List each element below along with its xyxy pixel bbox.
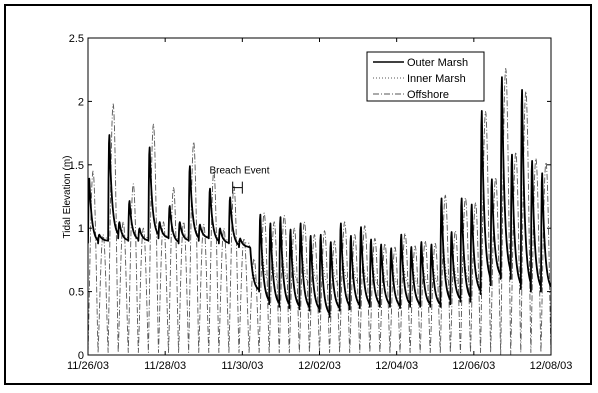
- legend-label-outer-marsh: Outer Marsh: [407, 57, 468, 69]
- x-tick-label: 12/02/03: [298, 360, 341, 372]
- y-tick-label: 1.5: [69, 160, 84, 172]
- legend: Outer Marsh Inner Marsh Offshore: [366, 51, 485, 102]
- breach-event-label: Breach Event: [209, 166, 269, 177]
- y-tick-label: 0: [78, 350, 84, 362]
- x-tick-label: 11/26/03: [67, 360, 109, 372]
- x-tick-label: 11/30/03: [221, 360, 263, 372]
- legend-label-offshore: Offshore: [407, 89, 449, 101]
- x-tick-label: 11/28/03: [144, 360, 186, 372]
- y-tick-label: 2.5: [69, 33, 84, 45]
- series-line-outer-marsh: [88, 76, 551, 318]
- breach-event-annotation: Breach Event: [209, 166, 270, 194]
- legend-box: [366, 51, 485, 102]
- x-tick-label: 12/08/03: [530, 360, 573, 372]
- x-tick-label: 12/06/03: [452, 360, 495, 372]
- y-tick-label: 2: [78, 96, 84, 108]
- y-tick-label: 0.5: [69, 287, 84, 299]
- x-tick-label: 12/04/03: [375, 360, 418, 372]
- y-tick-label: 1: [78, 223, 84, 235]
- figure-frame: [4, 4, 592, 385]
- series-line-offshore: [88, 67, 551, 355]
- y-axis-title: Tidal Elevation (m): [62, 156, 73, 239]
- legend-label-inner-marsh: Inner Marsh: [407, 73, 466, 85]
